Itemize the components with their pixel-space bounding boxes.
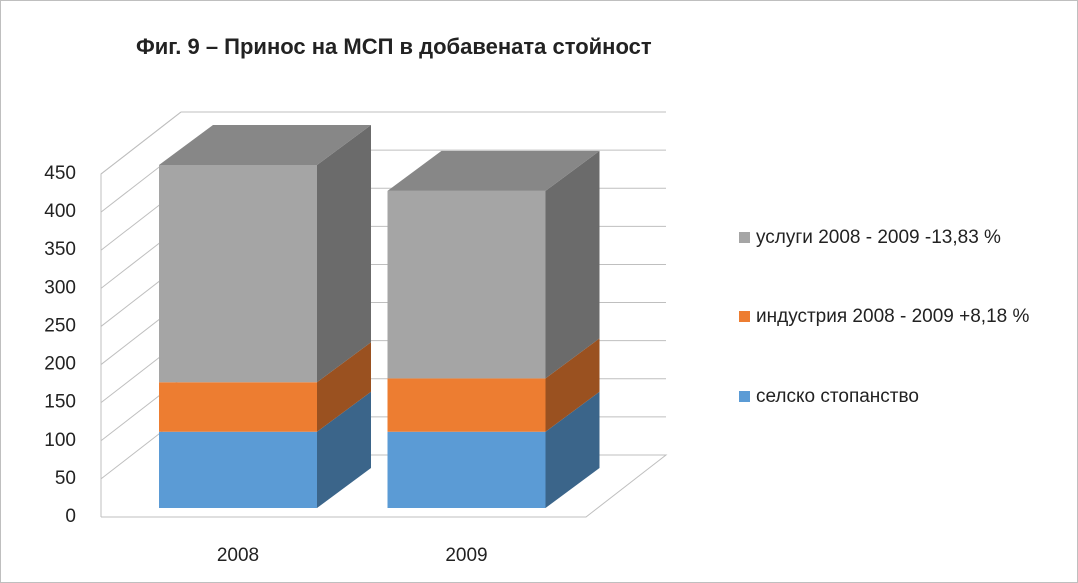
bar-side [317, 391, 371, 508]
bar-top [159, 125, 371, 165]
y-tick-label: 200 [44, 354, 76, 375]
chart-title: Фиг. 9 – Принос на МСП в добавената стой… [136, 34, 652, 59]
x-tick-label: 2009 [445, 545, 487, 566]
legend-label: услуги 2008 - 2009 -13,83 % [756, 227, 1001, 248]
legend-item: селско стопанство [739, 383, 1069, 411]
y-tick-label: 450 [44, 163, 76, 184]
bar [159, 382, 317, 432]
legend-item: услуги 2008 - 2009 -13,83 % [739, 224, 1069, 252]
bar [159, 165, 317, 383]
legend-swatch [739, 391, 750, 402]
bar-side [545, 338, 600, 432]
bar [159, 431, 317, 508]
legend-item: индустрия 2008 - 2009 +8,18 % [739, 303, 1069, 331]
legend-swatch [739, 232, 750, 243]
legend-swatch [739, 311, 750, 322]
legend-label: селско стопанство [756, 386, 919, 407]
bar-top [387, 150, 600, 191]
y-tick-label: 150 [44, 392, 76, 413]
bar [387, 431, 546, 508]
legend-label: индустрия 2008 - 2009 +8,18 % [756, 306, 1030, 327]
bar-side [317, 125, 371, 383]
bar [387, 190, 546, 379]
bar-side [545, 391, 600, 508]
x-tick-label: 2008 [217, 545, 259, 566]
y-tick-label: 0 [65, 506, 76, 527]
y-tick-label: 250 [44, 315, 76, 336]
bar-side [545, 150, 600, 379]
bar-side [317, 342, 371, 432]
y-tick-label: 400 [44, 201, 76, 222]
y-tick-label: 350 [44, 239, 76, 260]
y-tick-label: 300 [44, 277, 76, 298]
y-tick-label: 50 [55, 468, 76, 489]
y-tick-label: 100 [44, 430, 76, 451]
bar [387, 378, 546, 432]
grid-line [100, 111, 182, 175]
